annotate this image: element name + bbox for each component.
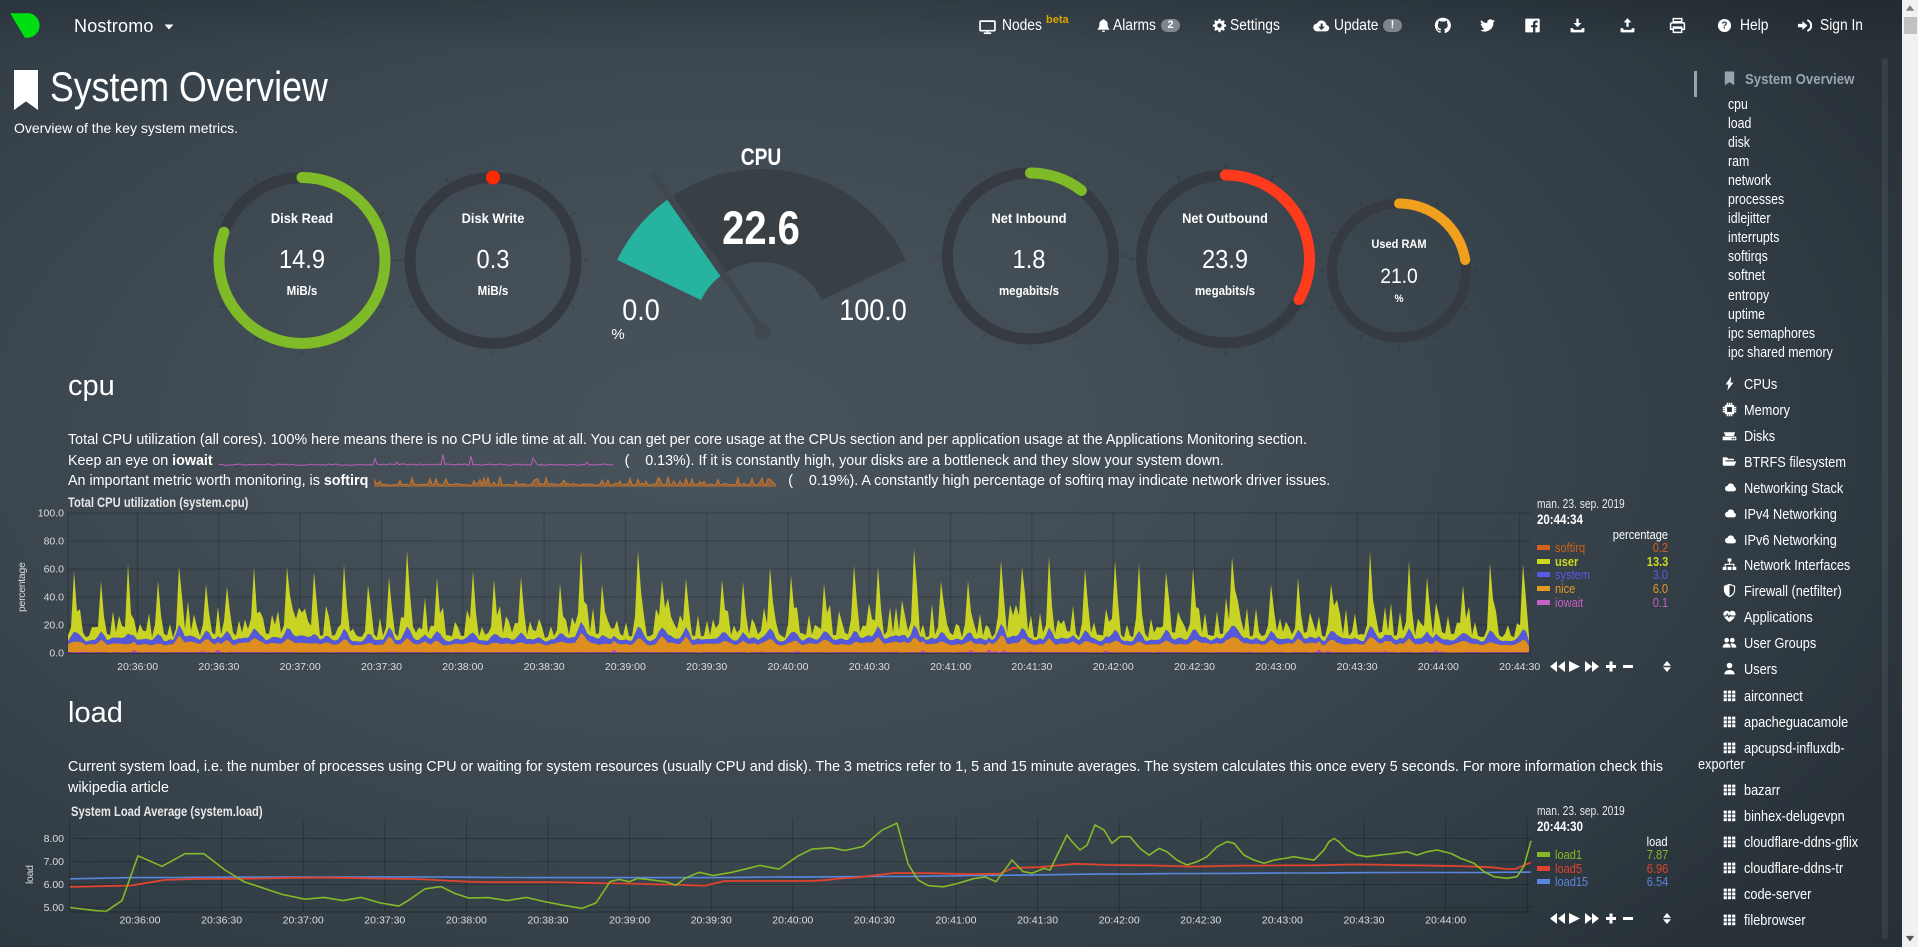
svg-text:20:44:00: 20:44:00: [1418, 661, 1459, 673]
svg-text:20:37:00: 20:37:00: [280, 661, 321, 673]
svg-text:20:38:30: 20:38:30: [524, 661, 565, 673]
svg-text:5.00: 5.00: [44, 902, 65, 914]
svg-text:20:41:00: 20:41:00: [930, 661, 971, 673]
svg-text:80.0: 80.0: [44, 536, 65, 548]
svg-text:20:43:30: 20:43:30: [1344, 915, 1385, 927]
svg-text:20:36:30: 20:36:30: [198, 661, 239, 673]
svg-text:40.0: 40.0: [44, 592, 65, 604]
svg-text:20:42:30: 20:42:30: [1174, 661, 1215, 673]
svg-text:20:41:00: 20:41:00: [936, 915, 977, 927]
svg-text:20:44:00: 20:44:00: [1425, 915, 1466, 927]
svg-text:20:39:00: 20:39:00: [609, 915, 650, 927]
svg-text:20:38:00: 20:38:00: [446, 915, 487, 927]
svg-text:20:43:00: 20:43:00: [1262, 915, 1303, 927]
svg-text:20:40:30: 20:40:30: [854, 915, 895, 927]
svg-text:20:37:30: 20:37:30: [364, 915, 405, 927]
svg-text:0.0: 0.0: [49, 648, 64, 660]
svg-text:20:36:00: 20:36:00: [117, 661, 158, 673]
svg-text:20:37:00: 20:37:00: [283, 915, 324, 927]
svg-text:20:41:30: 20:41:30: [1011, 661, 1052, 673]
svg-text:20:43:00: 20:43:00: [1255, 661, 1296, 673]
svg-text:20:36:30: 20:36:30: [201, 915, 242, 927]
svg-text:20:44:30: 20:44:30: [1499, 661, 1540, 673]
svg-text:20:39:30: 20:39:30: [691, 915, 732, 927]
svg-text:6.00: 6.00: [44, 879, 65, 891]
svg-text:20:36:00: 20:36:00: [120, 915, 161, 927]
svg-text:20:41:30: 20:41:30: [1017, 915, 1058, 927]
svg-text:20:39:00: 20:39:00: [605, 661, 646, 673]
svg-text:20:39:30: 20:39:30: [686, 661, 727, 673]
svg-text:20:42:00: 20:42:00: [1093, 661, 1134, 673]
svg-text:20:38:30: 20:38:30: [528, 915, 569, 927]
svg-text:20.0: 20.0: [44, 620, 65, 632]
svg-text:20:42:00: 20:42:00: [1099, 915, 1140, 927]
svg-text:60.0: 60.0: [44, 564, 65, 576]
svg-text:100.0: 100.0: [38, 508, 64, 520]
svg-text:8.00: 8.00: [44, 833, 65, 845]
svg-text:20:40:30: 20:40:30: [849, 661, 890, 673]
svg-text:7.00: 7.00: [44, 856, 65, 868]
svg-text:20:38:00: 20:38:00: [442, 661, 483, 673]
svg-text:20:42:30: 20:42:30: [1180, 915, 1221, 927]
svg-text:20:40:00: 20:40:00: [768, 661, 809, 673]
svg-text:20:43:30: 20:43:30: [1337, 661, 1378, 673]
svg-text:20:37:30: 20:37:30: [361, 661, 402, 673]
svg-text:?: ?: [1721, 21, 1727, 32]
svg-text:20:40:00: 20:40:00: [772, 915, 813, 927]
